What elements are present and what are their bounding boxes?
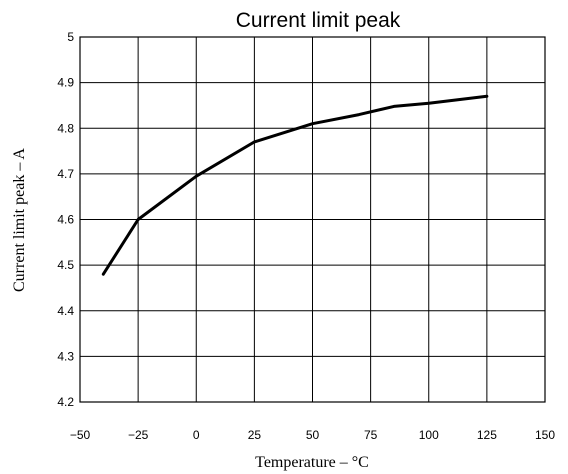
y-tick-label: 4.2 [57,395,74,409]
x-tick-label: −50 [70,428,91,442]
y-tick-label: 4.8 [57,121,74,135]
x-tick-label: 125 [477,428,497,442]
y-tick-label: 4.5 [57,258,74,272]
x-axis-label: Temperature – °C [255,454,369,471]
plot-frame [79,36,546,403]
x-tick-label: 0 [193,428,200,442]
x-axis-ticks: −50 −25 0 25 50 75 100 125 150 [70,428,556,442]
chart-title: Current limit peak [236,9,401,32]
x-tick-label: 75 [364,428,378,442]
y-tick-label: 4.4 [57,304,74,318]
x-tick-label: 100 [419,428,439,442]
x-tick-label: 25 [248,428,262,442]
y-tick-label: 5 [67,30,74,44]
y-tick-label: 4.7 [57,167,74,181]
series-layer [101,94,489,276]
series-line [101,94,489,276]
y-axis-ticks: 4.2 4.3 4.4 4.5 4.6 4.7 4.8 4.9 5 [57,30,74,409]
x-tick-label: 150 [535,428,555,442]
y-tick-label: 4.6 [57,213,74,227]
y-tick-label: 4.9 [57,76,74,90]
y-tick-label: 4.3 [57,349,74,363]
x-tick-label: −25 [128,428,149,442]
y-axis-label: Current limit peak – A [11,148,28,292]
x-tick-label: 50 [306,428,320,442]
grid [80,37,545,402]
